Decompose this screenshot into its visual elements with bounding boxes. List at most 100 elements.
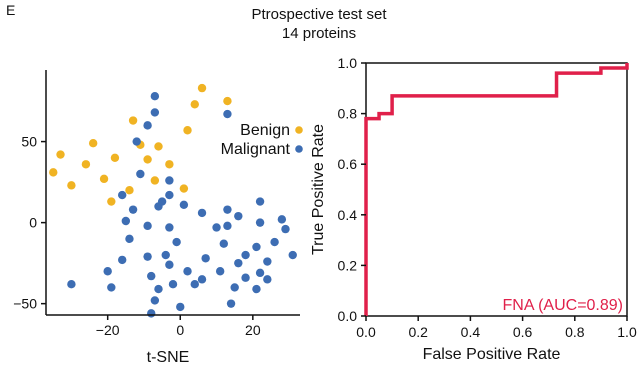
scatter-y-ticks: −50 0 50 [13,134,46,312]
malignant-point [165,176,174,185]
benign-point [223,96,232,106]
malignant-point [161,250,170,260]
roc-x-tick-label: 0.0 [356,324,376,340]
roc-y-tick-label: 0.4 [338,207,358,223]
malignant-point [136,169,145,179]
malignant-point [190,280,199,289]
roc-curve-line [364,63,629,316]
malignant-point [197,208,207,218]
scatter-x-label: t-SNE [147,349,190,366]
roc-plot-frame [365,62,628,317]
legend-label-malignant: Malignant [221,141,291,158]
malignant-point [288,250,297,260]
roc-y-tick-label: 0.6 [338,156,358,172]
malignant-point [223,205,232,214]
malignant-point [132,137,141,146]
malignant-point [172,237,181,247]
benign-point [165,160,174,169]
malignant-point [197,275,207,284]
benign-point [179,184,189,193]
roc-x-ticks: 0.0 0.2 0.4 0.6 0.8 1.0 [356,316,637,340]
scatter-x-ticks: −20 0 20 [96,315,261,338]
malignant-point [241,250,250,260]
malignant-point [67,280,76,289]
roc-x-tick-label: 0.6 [513,324,533,340]
benign-point [56,150,65,159]
roc-y-tick-label: 0.2 [338,257,358,273]
malignant-point [118,190,127,200]
malignant-point [183,267,192,276]
benign-point [190,100,199,109]
malignant-point [143,252,152,261]
panel-letter: E [6,2,16,18]
malignant-point [103,267,112,276]
malignant-point [150,108,160,117]
benign-point [110,153,120,162]
benign-point [67,181,76,190]
roc-y-tick-label: 1.0 [338,55,358,71]
roc-auc-annotation: FNA (AUC=0.89) [503,297,623,314]
malignant-point [165,223,174,232]
malignant-point [223,221,232,231]
malignant-point [179,200,189,209]
malignant-point [168,280,178,289]
benign-point [81,160,91,169]
malignant-point [234,258,243,268]
benign-point [143,155,152,164]
legend-marker-benign [295,126,303,134]
malignant-point [234,211,243,221]
roc-x-tick-label: 0.2 [408,324,428,340]
malignant-point [241,273,250,282]
roc-y-tick-label: 0.8 [338,106,358,122]
malignant-point [270,237,279,247]
roc-y-ticks: 0.0 0.2 0.4 0.6 0.8 1.0 [338,55,366,324]
roc-y-label: True Positive Rate [310,124,327,255]
scatter-y-tick-label: −50 [13,296,37,312]
benign-point [125,186,134,195]
malignant-point [128,205,138,214]
malignant-point [252,284,261,294]
roc-x-tick-label: 1.0 [617,324,637,340]
figure-subtitle: 14 proteins [281,25,357,42]
benign-point [197,83,207,93]
malignant-point [277,215,287,224]
malignant-point [226,299,236,308]
malignant-point [255,268,265,278]
scatter-y-tick-label: 0 [29,215,37,231]
malignant-point [223,109,232,119]
scatter-points [49,83,297,318]
malignant-point [263,275,272,284]
malignant-point [201,254,210,263]
benign-point [99,174,109,184]
malignant-point [147,271,156,281]
malignant-point [281,224,290,234]
scatter-x-tick-label: 0 [176,322,184,338]
malignant-point [107,283,116,292]
scatter-x-tick-label: 20 [245,322,261,338]
malignant-point [165,190,174,200]
roc-y-tick-label: 0.0 [338,308,358,324]
benign-point [49,168,58,177]
benign-point [150,176,160,185]
malignant-point [154,284,163,294]
malignant-point [219,239,228,248]
malignant-point [125,234,134,244]
legend-marker-malignant [295,145,303,153]
roc-x-label: False Positive Rate [423,346,561,363]
malignant-point [150,296,160,305]
malignant-point [165,260,174,269]
malignant-point [255,218,265,227]
figure-title: Ptrospective test set [251,6,387,23]
malignant-point [263,257,272,266]
benign-point [88,139,98,148]
malignant-point [255,197,265,206]
malignant-point [252,242,261,252]
malignant-point [212,223,221,232]
malignant-point [176,302,185,312]
malignant-point [118,255,127,265]
scatter-legend: Benign Malignant [221,122,303,158]
malignant-point [215,267,225,276]
malignant-point [121,216,131,226]
benign-point [107,197,116,206]
